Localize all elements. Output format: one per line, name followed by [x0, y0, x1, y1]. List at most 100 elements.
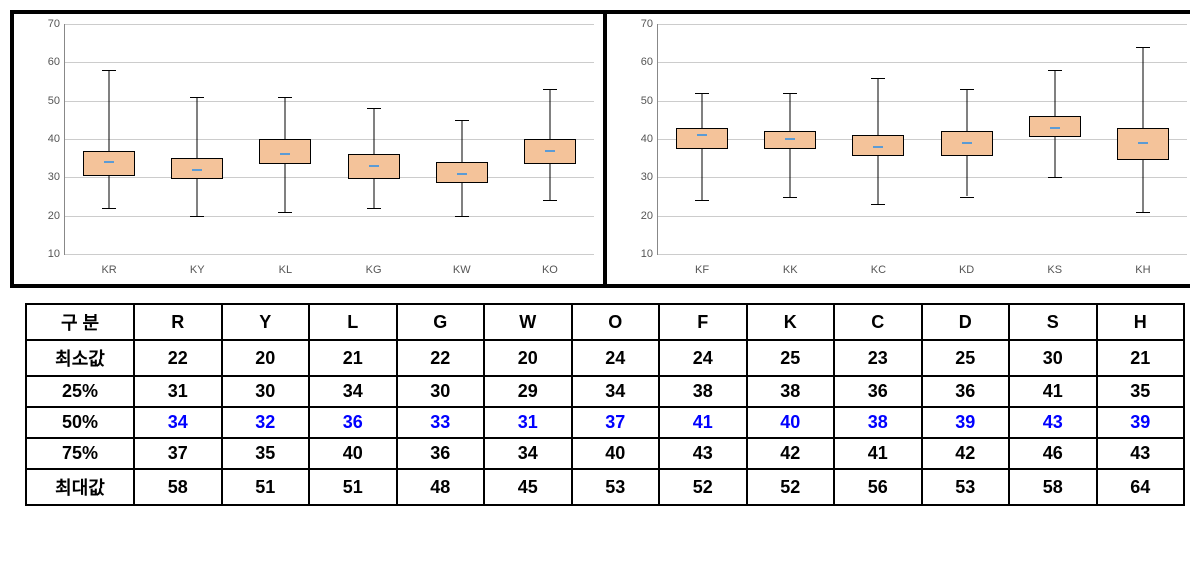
table-header-row: 구 분 RYLGWOFKCDSH [26, 304, 1184, 340]
boxplot-chart-left: 10203040506070KRKYKLKGKWKO [14, 14, 607, 284]
whisker-cap-min [455, 216, 469, 217]
gridline [65, 177, 594, 178]
gridline [658, 216, 1187, 217]
stats-table: 구 분 RYLGWOFKCDSH 최소값22202122202424252325… [25, 303, 1185, 506]
box [348, 154, 400, 179]
table-cell: 25 [922, 340, 1010, 376]
table-cell: 31 [134, 376, 222, 407]
whisker-cap-min [543, 200, 557, 201]
table-row: 25%313034302934383836364135 [26, 376, 1184, 407]
median-marker [369, 165, 379, 167]
median-marker [192, 169, 202, 171]
whisker-cap-min [278, 212, 292, 213]
table-cell: 53 [572, 469, 660, 505]
table-cell: 30 [222, 376, 310, 407]
whisker-cap-max [1136, 47, 1150, 48]
whisker-cap-max [190, 97, 204, 98]
whisker-cap-min [102, 208, 116, 209]
table-cell: 38 [747, 376, 835, 407]
table-cell: 20 [484, 340, 572, 376]
boxplot-item [765, 24, 815, 254]
table-cell: 30 [1009, 340, 1097, 376]
table-cell: 20 [222, 340, 310, 376]
xtick-label: KK [783, 264, 798, 276]
table-cell: 37 [134, 438, 222, 469]
table-cell: 36 [834, 376, 922, 407]
table-cell: 52 [747, 469, 835, 505]
xtick-label: KH [1135, 264, 1150, 276]
median-marker [280, 153, 290, 155]
charts-container: 10203040506070KRKYKLKGKWKO 1020304050607… [10, 10, 1190, 288]
gridline [658, 62, 1187, 63]
table-cell: 34 [572, 376, 660, 407]
row-label: 50% [26, 407, 134, 438]
table-cell: 40 [572, 438, 660, 469]
table-cell: 41 [834, 438, 922, 469]
whisker-cap-min [695, 200, 709, 201]
ytick-label: 50 [628, 95, 653, 107]
xtick-label: KW [453, 264, 471, 276]
gridline [65, 139, 594, 140]
whisker-cap-max [455, 120, 469, 121]
table-cell: 42 [747, 438, 835, 469]
xtick-label: KO [542, 264, 558, 276]
table-cell: 41 [659, 407, 747, 438]
table-col-header: H [1097, 304, 1185, 340]
table-col-header: C [834, 304, 922, 340]
xtick-label: KG [366, 264, 382, 276]
median-marker [873, 146, 883, 148]
ytick-label: 50 [35, 95, 60, 107]
whisker-cap-min [1136, 212, 1150, 213]
whisker-line [109, 70, 110, 208]
table-col-header: W [484, 304, 572, 340]
row-label: 최대값 [26, 469, 134, 505]
table-cell: 51 [309, 469, 397, 505]
table-cell: 53 [922, 469, 1010, 505]
table-cell: 22 [134, 340, 222, 376]
median-marker [104, 161, 114, 163]
ytick-label: 70 [35, 18, 60, 30]
boxplot-item [942, 24, 992, 254]
gridline [65, 62, 594, 63]
ytick-label: 10 [628, 248, 653, 260]
table-cell: 30 [397, 376, 485, 407]
plot-area-right: 10203040506070KFKKKCKDKSKH [657, 24, 1187, 255]
table-cell: 42 [922, 438, 1010, 469]
table-header-label: 구 분 [26, 304, 134, 340]
table-cell: 46 [1009, 438, 1097, 469]
gridline [658, 139, 1187, 140]
whisker-cap-max [695, 93, 709, 94]
whisker-cap-min [1048, 177, 1062, 178]
table-cell: 31 [484, 407, 572, 438]
ytick-label: 20 [35, 210, 60, 222]
median-marker [697, 134, 707, 136]
table-row: 75%373540363440434241424643 [26, 438, 1184, 469]
gridline [658, 24, 1187, 25]
table-cell: 41 [1009, 376, 1097, 407]
table-cell: 22 [397, 340, 485, 376]
table-cell: 36 [397, 438, 485, 469]
ytick-label: 60 [35, 56, 60, 68]
boxplot-item [525, 24, 575, 254]
table-cell: 36 [922, 376, 1010, 407]
table-cell: 58 [1009, 469, 1097, 505]
table-cell: 38 [834, 407, 922, 438]
whisker-cap-min [783, 197, 797, 198]
box [1117, 128, 1169, 161]
boxplot-item [349, 24, 399, 254]
boxplot-item [853, 24, 903, 254]
whisker-line [197, 97, 198, 216]
table-body: 최소값22202122202424252325302125%3130343029… [26, 340, 1184, 505]
ytick-label: 30 [35, 171, 60, 183]
whisker-cap-max [102, 70, 116, 71]
table-cell: 23 [834, 340, 922, 376]
table-cell: 52 [659, 469, 747, 505]
row-label: 75% [26, 438, 134, 469]
table-cell: 43 [1009, 407, 1097, 438]
table-cell: 35 [1097, 376, 1185, 407]
table-cell: 38 [659, 376, 747, 407]
whisker-cap-max [278, 97, 292, 98]
table-cell: 39 [922, 407, 1010, 438]
table-cell: 24 [572, 340, 660, 376]
xtick-label: KR [101, 264, 116, 276]
